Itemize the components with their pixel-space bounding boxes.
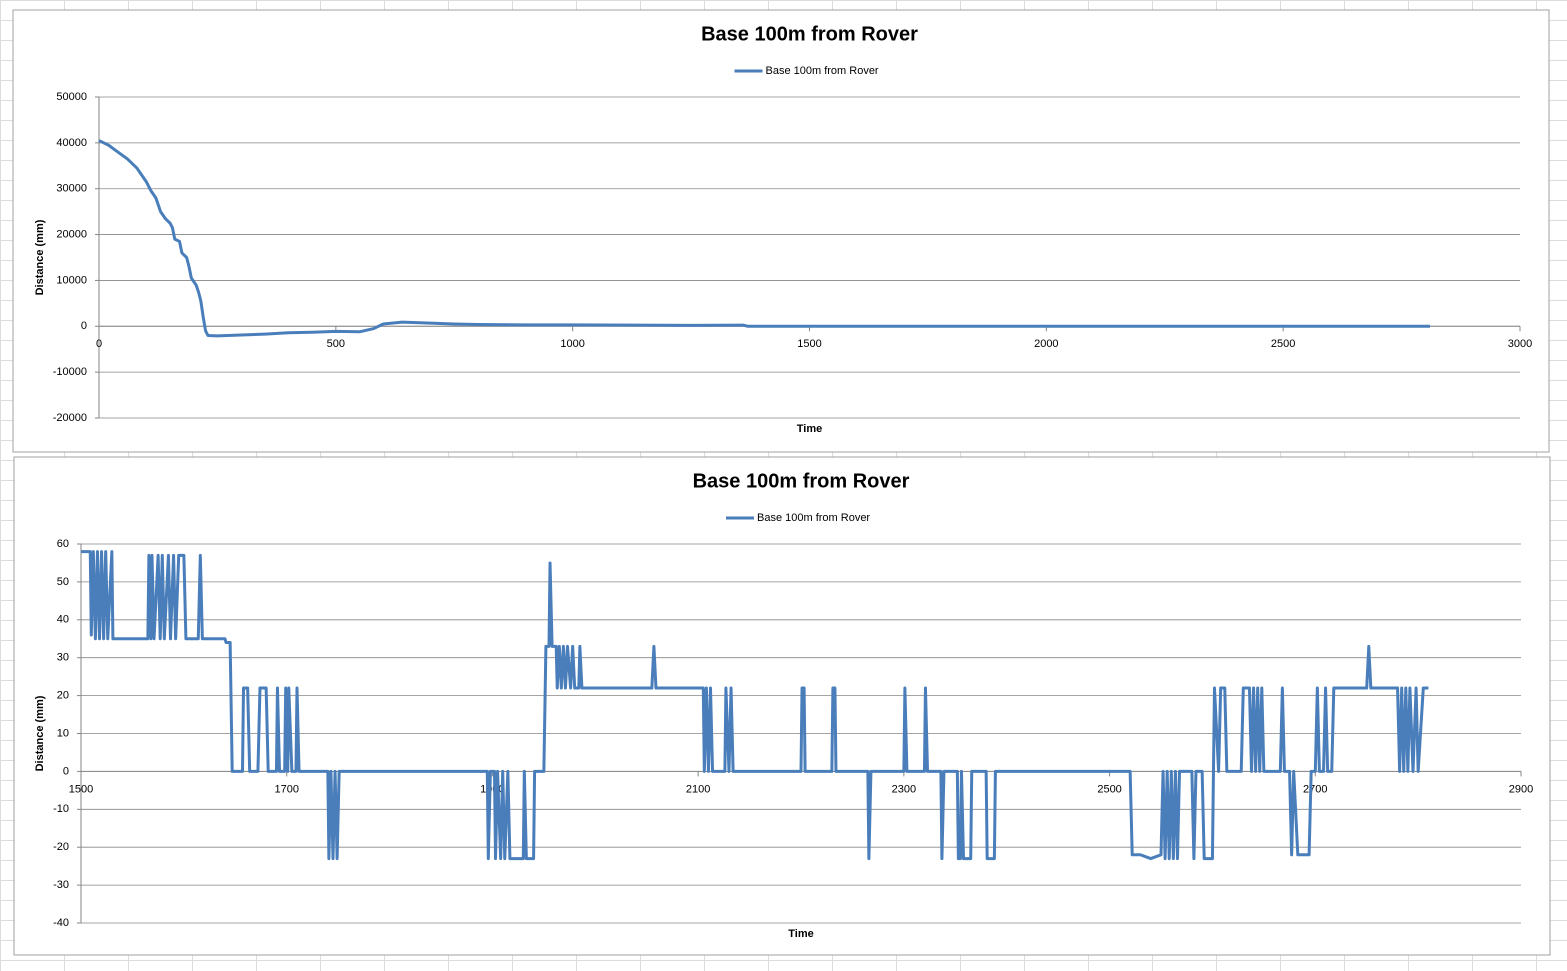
chart: Base 100m from Rover-20000-1000001000020…: [12, 9, 1550, 453]
chart: Base 100m from Rover -40 -30 -20 -10 0 10 20 30 4…: [13, 456, 1551, 956]
x-tick-label: 2000: [1034, 338, 1058, 350]
y-tick-label: -30: [53, 879, 69, 891]
data-line: [81, 550, 1429, 861]
y-tick-label: 50: [57, 576, 69, 588]
data-line: [98, 139, 1430, 338]
x-tick-label: 3000: [1508, 338, 1532, 350]
x-tick-label: 2500: [1271, 338, 1295, 350]
y-tick-label: -10: [53, 803, 69, 815]
legend-label: Base 100m from Rover: [766, 65, 879, 77]
y-tick-label: 40000: [56, 137, 87, 149]
x-tick-label: 1700: [274, 783, 298, 795]
y-tick-label: 30: [57, 652, 69, 664]
x-axis-title: Time: [797, 423, 822, 435]
y-tick-label: 10: [57, 727, 69, 739]
y-tick-label: 20: [57, 690, 69, 702]
y-tick-label: -40: [53, 917, 69, 929]
y-tick-label: 60: [57, 538, 69, 550]
chart-title: Base 100m from Rover: [701, 23, 918, 45]
y-tick-label: -20000: [53, 412, 87, 424]
x-tick-label: 1500: [797, 338, 821, 350]
y-axis-title: Distance (mm): [34, 695, 46, 771]
x-tick-label: 2100: [686, 783, 710, 795]
y-tick-label: -20: [53, 841, 69, 853]
chart-frame: [13, 456, 1551, 956]
x-tick-label: 2500: [1097, 783, 1121, 795]
x-tick-label: 2700: [1303, 783, 1327, 795]
y-tick-label: 10000: [56, 274, 87, 286]
y-tick-label: 30000: [56, 183, 87, 195]
y-tick-label: 20000: [56, 228, 87, 240]
y-tick-label: 50000: [56, 91, 87, 103]
x-tick-label: 500: [327, 338, 345, 350]
chart-frame: [12, 9, 1550, 453]
y-tick-label: 0: [81, 320, 87, 332]
legend-label: Base 100m from Rover: [757, 512, 870, 524]
x-tick-label: 2900: [1509, 783, 1533, 795]
y-axis-title: Distance (mm): [34, 219, 46, 295]
x-tick-label: 1000: [560, 338, 584, 350]
x-tick-label: 0: [96, 338, 102, 350]
x-axis-title: Time: [788, 928, 813, 940]
y-tick-label: 40: [57, 614, 69, 626]
chart-title: Base 100m from Rover: [693, 470, 910, 492]
x-tick-label: 2300: [892, 783, 916, 795]
x-tick-label: 1500: [69, 783, 93, 795]
y-tick-label: -10000: [53, 366, 87, 378]
y-tick-label: 0: [63, 765, 69, 777]
